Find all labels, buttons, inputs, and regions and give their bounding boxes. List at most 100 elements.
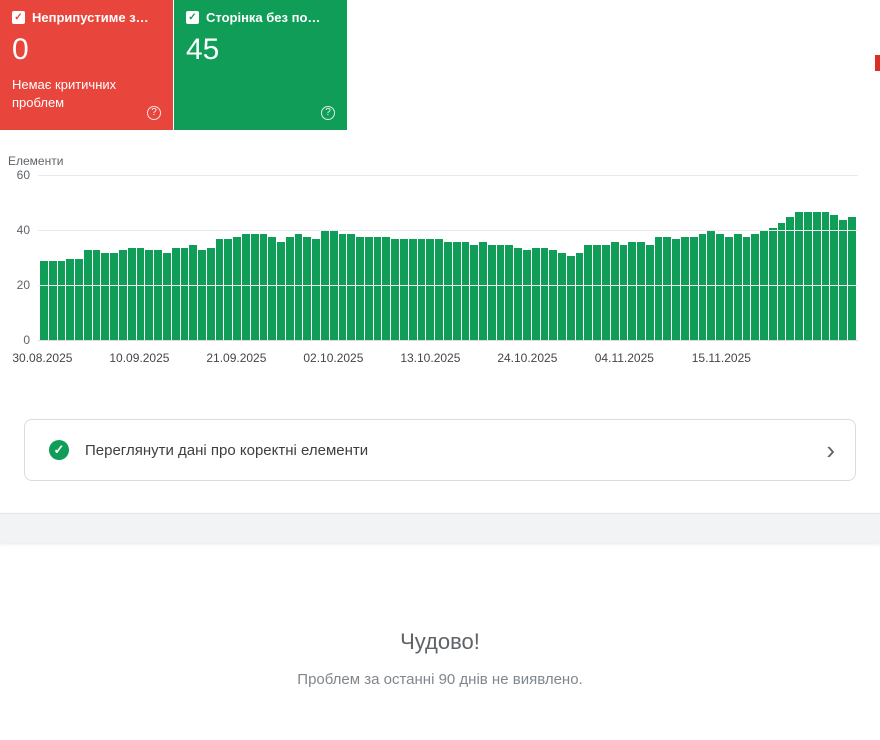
chart-bar[interactable] bbox=[479, 242, 487, 341]
chart-bar[interactable] bbox=[733, 233, 742, 341]
chart-bar[interactable] bbox=[830, 214, 839, 341]
chart-bar[interactable] bbox=[707, 231, 716, 341]
chart-bar[interactable] bbox=[119, 250, 127, 341]
chart-bar[interactable] bbox=[347, 233, 356, 341]
chart-bar[interactable] bbox=[75, 258, 83, 341]
chart-bar[interactable] bbox=[628, 242, 637, 341]
chart-bar[interactable] bbox=[610, 242, 619, 341]
chart-bar[interactable] bbox=[110, 253, 119, 341]
chart-bar[interactable] bbox=[145, 250, 154, 341]
chart-bar[interactable] bbox=[803, 211, 812, 341]
chart-bar[interactable] bbox=[751, 233, 760, 341]
valid-card-checkbox[interactable]: ✓ bbox=[186, 11, 199, 24]
chart-bar[interactable] bbox=[654, 236, 663, 341]
valid-items-card[interactable]: ✓ Сторінка без по… 45 ? bbox=[174, 0, 347, 130]
chart-bar[interactable] bbox=[505, 244, 514, 341]
chart-bar[interactable] bbox=[329, 231, 338, 341]
chart-bar[interactable] bbox=[426, 239, 435, 341]
chart-bar[interactable] bbox=[364, 236, 373, 341]
chart-bar[interactable] bbox=[400, 239, 408, 341]
chart-bar[interactable] bbox=[391, 239, 400, 341]
chart-bar[interactable] bbox=[847, 217, 856, 341]
chart-bar[interactable] bbox=[83, 250, 92, 341]
chart-bar[interactable] bbox=[373, 236, 382, 341]
help-icon[interactable]: ? bbox=[147, 106, 161, 120]
invalid-items-card[interactable]: ✓ Неприпустиме з… 0 Немає критичних проб… bbox=[0, 0, 173, 130]
chart-bar[interactable] bbox=[224, 239, 233, 341]
chart-bar[interactable] bbox=[698, 233, 707, 341]
chart-bar[interactable] bbox=[522, 250, 531, 341]
chart-bar[interactable] bbox=[180, 247, 189, 341]
chart-bar[interactable] bbox=[681, 236, 689, 341]
chart-bar[interactable] bbox=[795, 211, 803, 341]
chart-bar[interactable] bbox=[356, 236, 364, 341]
chart-bar[interactable] bbox=[839, 220, 847, 341]
chart-bar[interactable] bbox=[198, 250, 206, 341]
chart-bar[interactable] bbox=[435, 239, 443, 341]
chart-bar[interactable] bbox=[215, 239, 224, 341]
chart-bar[interactable] bbox=[268, 236, 277, 341]
chart-bar[interactable] bbox=[812, 211, 821, 341]
chart-bar[interactable] bbox=[496, 244, 505, 341]
chart-bar[interactable] bbox=[514, 247, 522, 341]
chart-bar[interactable] bbox=[338, 233, 347, 341]
chart-bar[interactable] bbox=[127, 247, 136, 341]
chart-bar[interactable] bbox=[382, 236, 391, 341]
chart-bar[interactable] bbox=[92, 250, 101, 341]
help-icon[interactable]: ? bbox=[321, 106, 335, 120]
chart-bar[interactable] bbox=[470, 244, 479, 341]
chart-bar[interactable] bbox=[443, 242, 452, 341]
chart-bar[interactable] bbox=[417, 239, 426, 341]
chart-bar[interactable] bbox=[742, 236, 751, 341]
chart-bar[interactable] bbox=[531, 247, 540, 341]
chart-bar[interactable] bbox=[162, 253, 171, 341]
chart-bar[interactable] bbox=[575, 253, 584, 341]
chart-bar[interactable] bbox=[487, 244, 496, 341]
chart-bar[interactable] bbox=[777, 222, 786, 341]
chart-bar[interactable] bbox=[57, 261, 66, 341]
chart-bar[interactable] bbox=[101, 253, 110, 341]
chart-bar[interactable] bbox=[136, 247, 145, 341]
chart-bar[interactable] bbox=[321, 231, 329, 341]
chart-bar[interactable] bbox=[637, 242, 645, 341]
invalid-card-checkbox[interactable]: ✓ bbox=[12, 11, 25, 24]
chart-bar[interactable] bbox=[760, 231, 768, 341]
chart-bar[interactable] bbox=[189, 244, 198, 341]
chart-bar[interactable] bbox=[602, 244, 610, 341]
chart-bar[interactable] bbox=[584, 244, 593, 341]
chart-bar[interactable] bbox=[645, 244, 654, 341]
chart-bar[interactable] bbox=[593, 244, 601, 341]
scrollbar-marker[interactable] bbox=[875, 55, 880, 71]
chart-bar[interactable] bbox=[40, 261, 48, 341]
chart-bar[interactable] bbox=[294, 233, 303, 341]
chart-bar[interactable] bbox=[171, 247, 180, 341]
chart-bar[interactable] bbox=[540, 247, 549, 341]
chart-bar[interactable] bbox=[259, 233, 268, 341]
chart-bar[interactable] bbox=[312, 239, 320, 341]
chart-bar[interactable] bbox=[233, 236, 241, 341]
chart-bar[interactable] bbox=[558, 253, 566, 341]
chart-bar[interactable] bbox=[66, 258, 75, 341]
chart-bar[interactable] bbox=[689, 236, 698, 341]
chart-bar[interactable] bbox=[408, 239, 417, 341]
chart-bar[interactable] bbox=[285, 236, 294, 341]
chart-bar[interactable] bbox=[716, 233, 724, 341]
chart-bar[interactable] bbox=[241, 233, 250, 341]
chart-bar[interactable] bbox=[786, 217, 795, 341]
view-valid-items-link[interactable]: ✓ Переглянути дані про коректні елементи… bbox=[24, 419, 856, 481]
chart-bar[interactable] bbox=[48, 261, 57, 341]
chart-bar[interactable] bbox=[549, 250, 558, 341]
chart-bar[interactable] bbox=[619, 244, 628, 341]
chart-bar[interactable] bbox=[821, 211, 830, 341]
chart-bar[interactable] bbox=[724, 236, 733, 341]
chart-bar[interactable] bbox=[154, 250, 162, 341]
chart-bar[interactable] bbox=[277, 242, 285, 341]
chart-bar[interactable] bbox=[566, 255, 575, 341]
chart-bar[interactable] bbox=[452, 242, 461, 341]
chart-bar[interactable] bbox=[461, 242, 470, 341]
chart-bar[interactable] bbox=[303, 236, 312, 341]
chart-bar[interactable] bbox=[206, 247, 215, 341]
chart-bar[interactable] bbox=[672, 239, 681, 341]
chart-bar[interactable] bbox=[768, 228, 777, 341]
chart-bar[interactable] bbox=[663, 236, 672, 341]
